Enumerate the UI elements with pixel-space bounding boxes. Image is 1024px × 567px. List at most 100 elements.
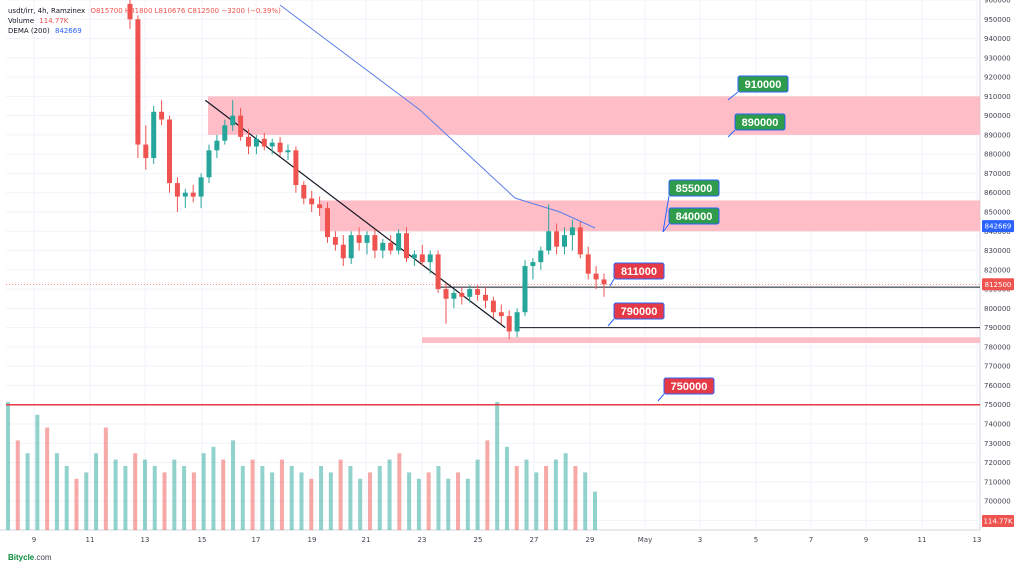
time-tick-label: 9: [864, 536, 868, 544]
volume-bar: [299, 472, 304, 530]
tag-leader-910000: [727, 91, 739, 101]
time-tick-label: 25: [474, 536, 483, 544]
dema-label[interactable]: DEMA (200): [8, 27, 50, 35]
price-axis[interactable]: 960000 950000 940000 930000 920000 910000 9000…: [982, 0, 1014, 527]
candle-body: [159, 111, 165, 120]
candle-body: [167, 119, 172, 184]
volume-bar: [456, 472, 461, 530]
volume-bar: [465, 478, 470, 530]
level-tag-890000[interactable]: [734, 113, 786, 131]
time-tick-label: 13: [141, 536, 150, 544]
time-tick-label: 27: [530, 536, 539, 544]
volume-bar: [250, 459, 255, 530]
candle-body: [277, 142, 283, 153]
volume-bar: [426, 472, 431, 530]
candle-body: [475, 289, 481, 295]
level-tag-790000[interactable]: [613, 302, 665, 320]
volume-bar: [534, 472, 539, 530]
candle-body: [261, 138, 267, 147]
candle-body: [388, 242, 394, 251]
dema-value: 842669: [54, 27, 82, 35]
volume-label[interactable]: Volume: [8, 17, 35, 25]
volume-bar: [514, 466, 519, 530]
candle-body: [340, 244, 346, 259]
candle-body: [143, 144, 149, 159]
price-tick-label: 920000: [984, 74, 1011, 82]
volume-bar: [387, 459, 392, 530]
price-tick-label: 850000: [984, 209, 1011, 217]
volume-bar: [191, 472, 196, 530]
watermark-suffix: .com: [34, 553, 52, 562]
volume-bar: [348, 466, 353, 530]
level-tag-840000[interactable]: [668, 207, 720, 225]
candle-body: [135, 19, 141, 145]
level-tag-910000[interactable]: [737, 75, 789, 93]
time-tick-label: 5: [754, 536, 758, 544]
candle-body: [427, 254, 433, 263]
candle-body: [593, 273, 599, 280]
resistance-zone: [422, 337, 980, 344]
level-tag-label: 855000: [676, 183, 713, 195]
volume-price-tag-text: 114.77K: [983, 518, 1012, 526]
candle-body: [309, 198, 315, 205]
candle-body: [451, 292, 457, 299]
candle-body: [332, 237, 338, 245]
price-tick-label: 880000: [984, 151, 1011, 159]
volume-bar: [367, 472, 372, 530]
volume-bar: [152, 466, 157, 530]
candle-body: [569, 227, 575, 236]
candle-body: [190, 192, 196, 197]
candle-body: [151, 111, 157, 159]
price-tick-label: 780000: [984, 343, 1011, 351]
volume-value: 114.77K: [39, 17, 69, 25]
candle-body: [562, 235, 567, 247]
trendline: [204, 99, 506, 329]
price-tick-label: 800000: [984, 305, 1011, 313]
candle-body: [585, 254, 591, 274]
last-price-tag[interactable]: [982, 278, 1014, 291]
price-tick-label: 740000: [984, 421, 1011, 429]
price-tick-label: 940000: [984, 35, 1011, 43]
level-tag-811000[interactable]: [613, 262, 665, 280]
dema-price-tag[interactable]: [982, 220, 1014, 233]
tag-leader-790000: [607, 318, 615, 327]
price-tick-label: 730000: [984, 440, 1011, 448]
volume-bar: [504, 446, 509, 530]
time-axis[interactable]: 9 11 13 15 17 19 21 23 25 27 29 May 3 5 7 9 11 13: [32, 536, 982, 544]
zones: [208, 96, 980, 344]
volume-bar: [358, 478, 363, 530]
volume-bar: [377, 466, 382, 530]
volume-bar: [563, 453, 568, 530]
volume-bar: [475, 459, 480, 530]
volume-bar: [133, 453, 138, 530]
time-tick-label: 9: [32, 536, 36, 544]
volume-bar: [485, 440, 490, 530]
time-tick-label: 21: [362, 536, 371, 544]
volume-bar: [553, 459, 558, 530]
volume-price-tag[interactable]: [982, 515, 1014, 527]
volume-bar: [495, 402, 500, 530]
candle-body: [459, 292, 465, 297]
level-tags[interactable]: 910000 890000 855000 840000 811000 790000 7500…: [607, 75, 789, 402]
symbol-label[interactable]: usdt/irr, 4h, Ramzinex: [8, 7, 86, 15]
price-tick-label: 860000: [984, 189, 1011, 197]
candle-body: [530, 262, 536, 266]
time-tick-label: 15: [198, 536, 207, 544]
time-tick-label: 11: [86, 536, 95, 544]
tag-leader-811000: [609, 278, 615, 287]
volume-bar: [182, 466, 187, 530]
candle-body: [506, 316, 512, 332]
level-tag-750000[interactable]: [663, 377, 715, 395]
candle-body: [522, 265, 528, 313]
volume-bar: [15, 440, 20, 530]
level-tag-label: 790000: [621, 306, 658, 318]
candle-body: [404, 233, 409, 259]
volume-bar: [221, 459, 226, 530]
volume-bar: [436, 466, 441, 530]
candle-body: [490, 300, 496, 313]
level-tag-855000[interactable]: [668, 179, 720, 197]
volume-bar: [113, 459, 118, 530]
volume-bar: [35, 414, 40, 530]
candle-body: [182, 192, 188, 197]
